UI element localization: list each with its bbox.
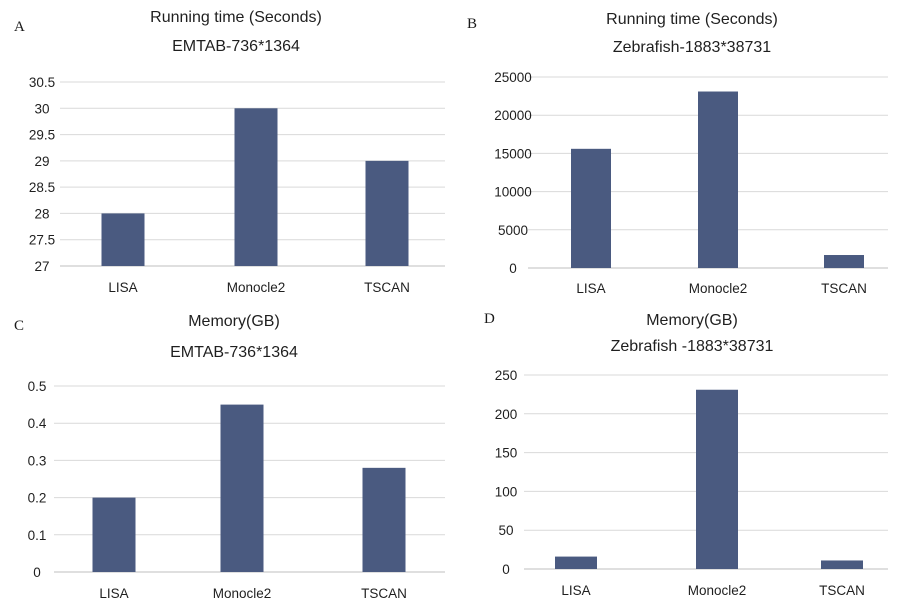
- bar-b-monocle2: [698, 91, 738, 269]
- y-tick-label-b: 20000: [494, 108, 532, 123]
- y-tick-label-d: 200: [495, 407, 518, 422]
- bar-a-tscan: [365, 160, 409, 266]
- y-tick-label-a: 30.5: [29, 75, 55, 90]
- chart-title-b: Running time (Seconds): [606, 11, 778, 28]
- bar-c-monocle2: [220, 404, 264, 572]
- y-tick-label-a: 27.5: [29, 233, 55, 248]
- x-tick-label-d: TSCAN: [819, 583, 865, 598]
- y-tick-label-a: 30: [34, 101, 49, 116]
- x-tick-label-c: Monocle2: [213, 586, 272, 601]
- y-tick-label-b: 0: [509, 261, 517, 276]
- y-tick-label-a: 29: [34, 154, 49, 169]
- bar-d-monocle2: [696, 389, 738, 569]
- y-tick-label-a: 28.5: [29, 180, 55, 195]
- x-tick-label-a: LISA: [108, 280, 137, 295]
- y-tick-label-d: 50: [498, 523, 513, 538]
- bar-b-tscan: [824, 255, 864, 268]
- y-tick-label-d: 150: [495, 446, 518, 461]
- y-tick-label-c: 0.1: [28, 528, 47, 543]
- y-tick-label-a: 29.5: [29, 128, 55, 143]
- y-tick-label-d: 0: [502, 562, 510, 577]
- x-tick-label-b: Monocle2: [689, 281, 748, 296]
- y-tick-label-a: 27: [34, 259, 49, 274]
- panel-label-c: C: [14, 318, 24, 334]
- panel-label-b: B: [467, 16, 477, 32]
- bar-c-lisa: [92, 497, 136, 572]
- y-tick-label-a: 28: [34, 206, 49, 221]
- y-tick-label-d: 250: [495, 368, 518, 383]
- bar-a-monocle2: [234, 108, 278, 267]
- chart-subtitle-b: Zebrafish-1883*38731: [613, 39, 771, 56]
- y-tick-label-c: 0.3: [28, 453, 47, 468]
- bar-b-lisa: [571, 148, 611, 268]
- x-tick-label-b: LISA: [576, 281, 605, 296]
- y-tick-label-d: 100: [495, 484, 518, 499]
- bar-a-lisa: [101, 213, 145, 266]
- y-tick-label-c: 0.4: [28, 416, 47, 431]
- bar-d-tscan: [821, 560, 863, 569]
- x-tick-label-d: LISA: [561, 583, 590, 598]
- y-tick-label-c: 0.2: [28, 491, 47, 506]
- chart-title-a: Running time (Seconds): [150, 9, 322, 26]
- bar-c-tscan: [362, 467, 406, 572]
- x-tick-label-a: TSCAN: [364, 280, 410, 295]
- panel-label-d: D: [484, 311, 495, 327]
- chart-subtitle-d: Zebrafish -1883*38731: [611, 338, 774, 355]
- bar-d-lisa: [555, 556, 597, 569]
- x-tick-label-c: LISA: [99, 586, 128, 601]
- x-tick-label-a: Monocle2: [227, 280, 286, 295]
- panel-label-a: A: [14, 19, 25, 35]
- y-tick-label-b: 10000: [494, 185, 532, 200]
- x-tick-label-c: TSCAN: [361, 586, 407, 601]
- chart-title-d: Memory(GB): [646, 312, 738, 329]
- x-tick-label-d: Monocle2: [688, 583, 747, 598]
- y-tick-label-b: 5000: [498, 223, 528, 238]
- x-tick-label-b: TSCAN: [821, 281, 867, 296]
- chart-title-c: Memory(GB): [188, 313, 280, 330]
- y-tick-label-c: 0.5: [28, 379, 47, 394]
- y-tick-label-b: 25000: [494, 70, 532, 85]
- y-tick-label-b: 15000: [494, 146, 532, 161]
- chart-subtitle-c: EMTAB-736*1364: [170, 344, 298, 361]
- chart-subtitle-a: EMTAB-736*1364: [172, 38, 300, 55]
- y-tick-label-c: 0: [33, 565, 41, 580]
